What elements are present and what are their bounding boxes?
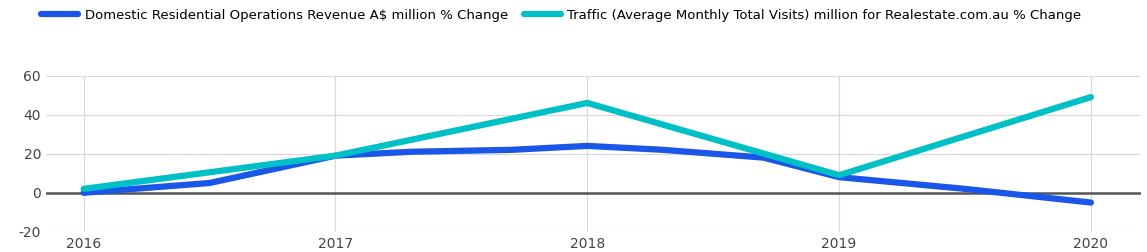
Domestic Residential Operations Revenue A$ million % Change bbox=[203, 181, 217, 184]
Domestic Residential Operations Revenue A$ million % Change bbox=[833, 176, 846, 179]
Domestic Residential Operations Revenue A$ million % Change bbox=[505, 148, 518, 151]
Domestic Residential Operations Revenue A$ million % Change bbox=[580, 144, 594, 147]
Domestic Residential Operations Revenue A$ million % Change bbox=[958, 187, 972, 191]
Traffic (Average Monthly Total Visits) million for Realestate.com.au % Change bbox=[77, 187, 91, 191]
Domestic Residential Operations Revenue A$ million % Change bbox=[656, 148, 670, 151]
Traffic (Average Monthly Total Visits) million for Realestate.com.au % Change bbox=[1084, 96, 1098, 99]
Domestic Residential Operations Revenue A$ million % Change bbox=[404, 150, 418, 153]
Traffic (Average Monthly Total Visits) million for Realestate.com.au % Change bbox=[328, 154, 342, 157]
Traffic (Average Monthly Total Visits) million for Realestate.com.au % Change bbox=[580, 102, 594, 105]
Line: Traffic (Average Monthly Total Visits) million for Realestate.com.au % Change: Traffic (Average Monthly Total Visits) m… bbox=[84, 97, 1091, 189]
Domestic Residential Operations Revenue A$ million % Change bbox=[1084, 201, 1098, 204]
Domestic Residential Operations Revenue A$ million % Change bbox=[77, 191, 91, 194]
Traffic (Average Monthly Total Visits) million for Realestate.com.au % Change bbox=[833, 174, 846, 177]
Line: Domestic Residential Operations Revenue A$ million % Change: Domestic Residential Operations Revenue … bbox=[84, 146, 1091, 203]
Domestic Residential Operations Revenue A$ million % Change bbox=[757, 156, 771, 159]
Domestic Residential Operations Revenue A$ million % Change bbox=[328, 154, 342, 157]
Legend: Domestic Residential Operations Revenue A$ million % Change, Traffic (Average Mo: Domestic Residential Operations Revenue … bbox=[41, 9, 1082, 22]
